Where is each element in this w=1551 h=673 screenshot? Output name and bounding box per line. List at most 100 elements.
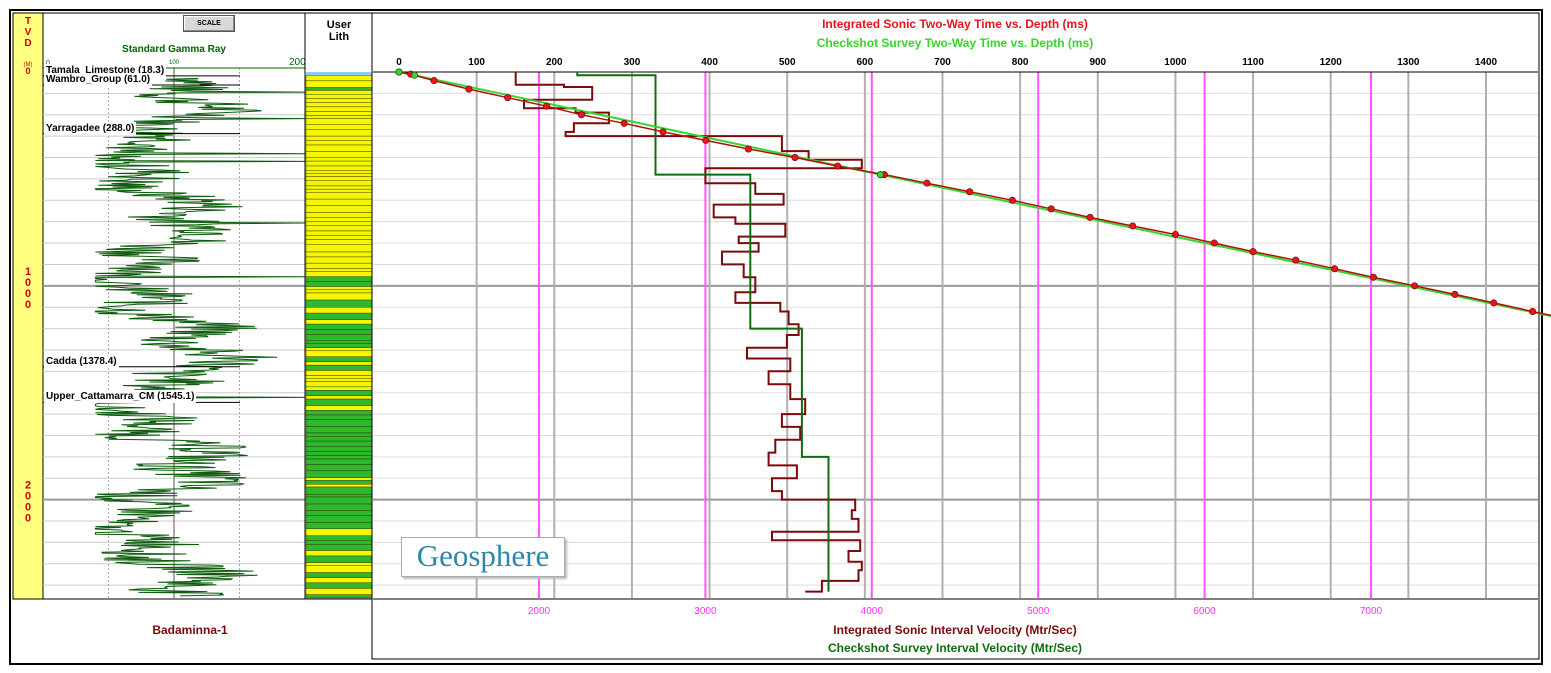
lith-band [305, 410, 373, 416]
time-tick-label: 200 [546, 57, 563, 68]
gamma-scale-mid: 100 [169, 60, 180, 66]
lith-band [305, 262, 373, 269]
time-tick-label: 800 [1012, 57, 1029, 68]
depth-label-digit: 0 [25, 513, 31, 525]
x-axis-label-sonic: Integrated Sonic Interval Velocity (Mtr/… [833, 623, 1076, 637]
lith-band [305, 212, 373, 218]
lith-band [305, 323, 373, 330]
sonic-twt-point [465, 85, 473, 93]
lith-band [305, 281, 373, 287]
lith-band [305, 364, 373, 371]
sonic-twt-point [1490, 299, 1498, 307]
lith-band [305, 503, 373, 511]
lith-band [305, 188, 373, 193]
sonic-twt-series [398, 71, 1551, 317]
lith-band [305, 75, 373, 82]
lith-band [305, 170, 373, 174]
lith-band [305, 271, 373, 277]
lith-band [305, 464, 373, 472]
sonic-twt-point [1086, 213, 1094, 221]
x-axis-label-checkshot: Checkshot Survey Interval Velocity (Mtr/… [828, 641, 1082, 655]
lith-band [305, 185, 373, 190]
lith-band [305, 124, 373, 130]
lith-band [305, 550, 373, 557]
lith-band [305, 510, 373, 516]
lith-band [305, 292, 373, 301]
lith-band [305, 539, 373, 545]
lith-band [305, 484, 373, 488]
lith-band [305, 129, 373, 137]
depth-label-digit: 1 [25, 266, 31, 278]
time-tick-label: 700 [934, 57, 951, 68]
sonic-twt-point [1369, 273, 1377, 281]
checkshot-twt-points [395, 68, 884, 179]
lith-column [305, 72, 373, 599]
lith-band [305, 375, 373, 379]
lith-band [305, 106, 373, 112]
lith-band [305, 398, 373, 406]
lith-band [305, 80, 373, 88]
depth-label-digit: 0 [25, 491, 31, 503]
lith-band [305, 350, 373, 357]
depth-unit: (M) [24, 62, 33, 68]
lith-band [305, 522, 373, 529]
checkshot-interval-velocity-series [576, 72, 830, 592]
lith-band [305, 205, 373, 213]
lith-band [305, 356, 373, 363]
lith-band [305, 244, 373, 253]
lith-band [305, 180, 373, 187]
lith-band [305, 432, 373, 437]
sonic-twt-point [504, 94, 512, 102]
velocity-axis-ticks: 2000 3000 4000 5000 6000 7000 [528, 606, 1383, 617]
plot-frame [9, 9, 1543, 665]
lith-band [305, 217, 373, 223]
lith-title-line2: Lith [329, 31, 349, 43]
lith-band [305, 98, 373, 103]
velocity-tick-label: 4000 [861, 606, 884, 617]
gamma-scale-right: 200 [289, 57, 306, 68]
lith-band [305, 381, 373, 388]
sonic-twt-point [702, 136, 710, 144]
lith-band [305, 486, 373, 495]
lith-band [305, 577, 373, 584]
depth-label-0: 0 [25, 66, 30, 76]
lith-band [305, 544, 373, 551]
time-tick-label: 400 [701, 57, 718, 68]
velocity-tick-label: 3000 [694, 606, 717, 617]
time-tick-label: 500 [779, 57, 796, 68]
lith-band [305, 160, 373, 167]
velocity-tick-label: 7000 [1360, 606, 1383, 617]
time-tick-label: 1100 [1242, 57, 1264, 68]
lith-band [305, 458, 373, 465]
formation-label: Yarragadee (288.0) [44, 121, 137, 135]
checkshot-twt-point [395, 68, 403, 76]
lith-band [305, 594, 373, 599]
lith-band [305, 572, 373, 578]
lith-band [305, 390, 373, 397]
sonic-twt-point [1529, 307, 1537, 315]
lith-band [305, 140, 373, 146]
lith-band [305, 225, 373, 232]
lith-band [305, 165, 373, 171]
lith-band [305, 256, 373, 264]
sonic-twt-point [620, 119, 628, 127]
lith-band [305, 528, 373, 536]
lith-band [305, 347, 373, 352]
sonic-twt-point [1451, 290, 1459, 298]
lith-band [305, 299, 373, 308]
time-tick-label: 1300 [1397, 57, 1420, 68]
gamma-ray-curve [94, 77, 306, 597]
chart-title-sonic: Integrated Sonic Two-Way Time vs. Depth … [822, 17, 1088, 31]
lith-band [305, 588, 373, 595]
sonic-interval-velocity-series [514, 72, 863, 593]
main-chart-grid [373, 71, 1538, 600]
scale-button[interactable]: SCALE [183, 15, 235, 32]
lith-band [305, 198, 373, 206]
gamma-scale-left: 0 [46, 60, 50, 67]
lith-band [305, 370, 373, 376]
lith-band-water [306, 72, 372, 77]
sonic-twt-point [744, 145, 752, 153]
time-tick-label: 100 [468, 57, 485, 68]
lith-band [305, 239, 373, 245]
